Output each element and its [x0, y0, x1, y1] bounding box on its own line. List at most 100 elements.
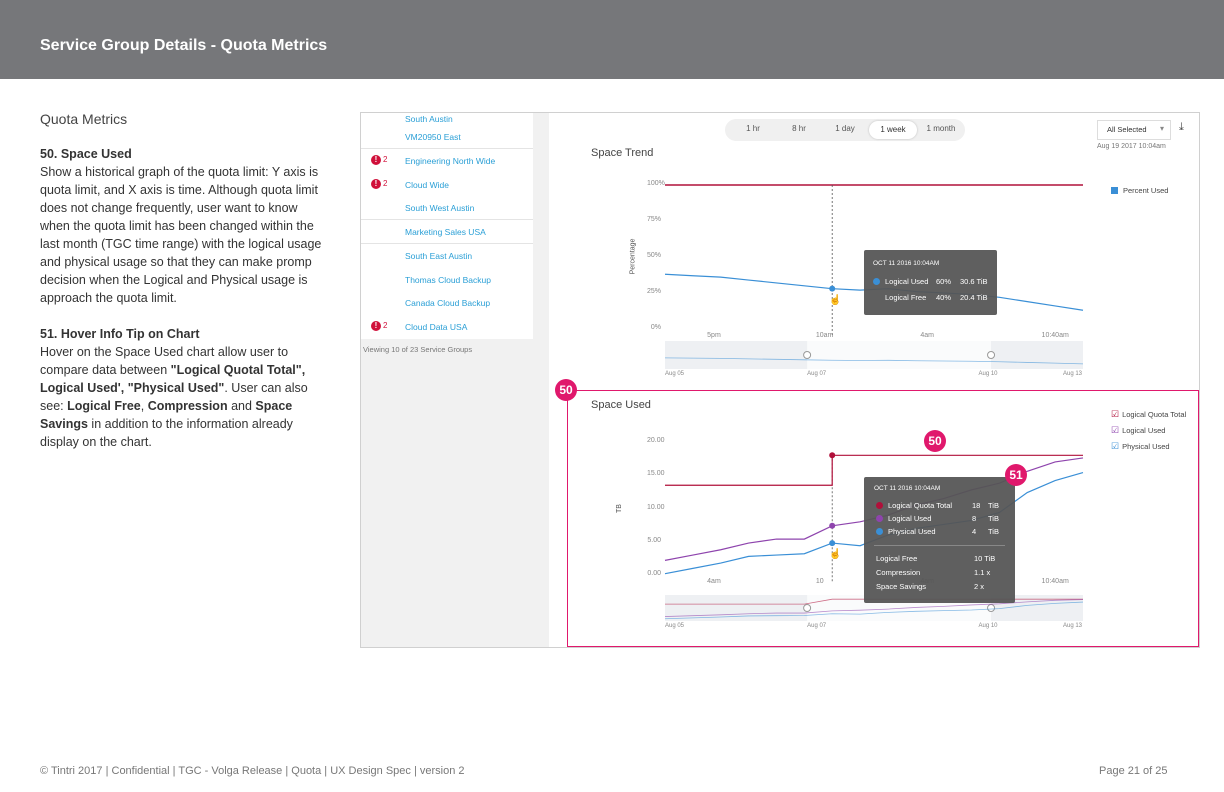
used-tip-unit: TiB: [988, 514, 999, 523]
trend-tip-label-1: Logical Free: [885, 293, 927, 302]
navigator-handle: [987, 351, 996, 359]
x-tick-label: 4am: [707, 578, 721, 585]
sidebar-item[interactable]: ! 2 Cloud Wide: [361, 173, 533, 197]
space-trend-title: Space Trend: [591, 147, 654, 159]
sidebar-item[interactable]: South West Austin: [361, 196, 533, 220]
alert-count: 2: [383, 155, 388, 164]
y-tick-label: 50%: [647, 252, 662, 259]
range-tab[interactable]: 8 hr: [792, 124, 806, 133]
range-tab[interactable]: 1 hr: [746, 124, 760, 133]
used-tip-value: 18: [972, 501, 981, 510]
nav-tick-label: Aug 07: [807, 371, 827, 377]
used-legend-item[interactable]: ☑ Physical Used: [1111, 441, 1170, 452]
pointer-cursor-icon: ☝: [829, 294, 842, 306]
page-number: Page 21 of 25: [1099, 765, 1168, 777]
used-tip-label: Physical Used: [888, 527, 936, 536]
range-tab[interactable]: 1 month: [926, 124, 956, 133]
sidebar-item[interactable]: South East Austin: [361, 244, 533, 268]
download-icon[interactable]: ⤓: [1179, 121, 1184, 133]
nav-tick-label: Aug 05: [665, 371, 685, 377]
trend-tooltip-time: OCT 11 2016 10:04AM: [873, 260, 940, 267]
annotation-50-quota-badge: 50: [924, 430, 946, 452]
trend-tip-value-0: 30.6 TiB: [960, 277, 988, 286]
note-51-heading: 51. Hover Info Tip on Chart: [40, 327, 200, 341]
used-tip-row: Physical Used: [876, 527, 936, 536]
range-tab[interactable]: 1 week: [869, 121, 917, 139]
sidebar-item-label: South West Austin: [405, 203, 475, 213]
used-tip-row: Logical Used: [876, 514, 931, 523]
nav-tick-label: Aug 10: [978, 623, 998, 629]
alert-icon: !: [371, 179, 381, 189]
used-tip-unit: TiB: [988, 527, 999, 536]
y-tick-label: 25%: [647, 288, 662, 295]
range-tab[interactable]: 1 day: [835, 124, 855, 133]
navigator-window: [807, 341, 992, 369]
note-51-sep: ,: [140, 399, 148, 413]
chart-labels: 100% 75% 50% 25% 0% Percentage 5pm 10am 4am 10:40…: [361, 113, 1199, 647]
nav-tick-label: Aug 07: [807, 623, 827, 629]
note-51-body: Hover on the Space Used chart allow user…: [40, 343, 330, 451]
alert-count: 2: [383, 321, 388, 330]
nav-tick-label: Aug 13: [1063, 623, 1083, 629]
alert-icon: !: [371, 321, 381, 331]
nav-tick-label: Aug 05: [665, 623, 685, 629]
used-tip-extra-label: Logical Free: [876, 554, 918, 563]
timestamp: Aug 19 2017 10:04am: [1097, 143, 1166, 150]
note-51-mid: . User can also see:: [40, 381, 308, 413]
x-tick-label: 10:40am: [1041, 332, 1069, 339]
footer-left: © Tintri 2017 | Confidential | TGC - Vol…: [40, 765, 465, 777]
filter-dropdown[interactable]: All Selected ▾: [1097, 120, 1171, 140]
hover-point: [829, 522, 836, 529]
hover-point: [829, 452, 836, 459]
dot-icon: [876, 528, 883, 535]
x-tick-label: 4am: [920, 332, 934, 339]
navigator-series-line: [664, 357, 1084, 365]
used-tip-unit: TiB: [988, 501, 999, 510]
sidebar-item[interactable]: Canada Cloud Backup: [361, 291, 533, 315]
sidebar-item-label: Canada Cloud Backup: [405, 298, 491, 308]
sidebar-item[interactable]: VM20950 East: [361, 125, 533, 149]
note-51-intro: Hover on the Space Used chart allow user…: [40, 345, 289, 377]
highlight-frame: [567, 390, 1199, 647]
used-legend-item[interactable]: ☑ Logical Quota Total: [1111, 409, 1186, 420]
hover-point: [829, 540, 836, 547]
trend-legend[interactable]: Percent Used: [1111, 186, 1168, 195]
annotation-51-badge: 51: [1005, 464, 1027, 486]
used-tip-extra-label: Compression: [876, 568, 921, 577]
alert-icon: !: [371, 155, 381, 165]
hover-point: [829, 285, 836, 292]
used-legend-label: Physical Used: [1122, 442, 1170, 451]
note-51-tail: in addition to the information already d…: [40, 417, 293, 449]
used-tip-value: 4: [972, 527, 977, 536]
nav-tick-label: Aug 10: [978, 371, 998, 377]
y-tick-label: 20.00: [647, 437, 665, 444]
viewing-count: Viewing 10 of 23 Service Groups: [363, 345, 473, 354]
annotation-50-badge: 50: [555, 379, 577, 401]
sidebar-item-label: VM20950 East: [405, 132, 461, 142]
nav-tick-label: Aug 13: [1063, 371, 1083, 377]
used-tooltip-time: OCT 11 2016 10:04AM: [874, 485, 941, 492]
x-tick-label: 5pm: [707, 332, 721, 339]
sidebar-item[interactable]: South Austin: [361, 113, 533, 131]
y-tick-label: 0.00: [647, 570, 661, 577]
sidebar-item[interactable]: Thomas Cloud Backup: [361, 268, 533, 292]
used-legend-label: Logical Used: [1122, 426, 1166, 435]
sidebar-item[interactable]: ! 2 Engineering North Wide: [361, 149, 533, 173]
y-tick-label: 0%: [650, 324, 661, 331]
sidebar-item-label: Thomas Cloud Backup: [405, 275, 491, 285]
chevron-down-icon: ▾: [1160, 124, 1165, 133]
checkbox-icon: ☑: [1111, 425, 1120, 435]
sidebar-item-label: Cloud Wide: [405, 180, 449, 190]
dot-icon: [873, 278, 880, 285]
y-tick-label: 75%: [647, 216, 662, 223]
used-legend-item[interactable]: ☑ Logical Used: [1111, 425, 1165, 436]
sidebar-item[interactable]: ! 2 Cloud Data USA: [361, 315, 533, 339]
sidebar-item-label: Marketing Sales USA: [405, 227, 486, 237]
space-used-title: Space Used: [591, 399, 651, 411]
checkbox-icon: ☑: [1111, 409, 1120, 419]
row-divider: [361, 243, 533, 244]
sidebar-item[interactable]: Marketing Sales USA: [361, 220, 533, 244]
note-50-heading: 50. Space Used: [40, 147, 132, 161]
dot-icon: [876, 515, 883, 522]
navigator-series-line: [664, 601, 1084, 620]
